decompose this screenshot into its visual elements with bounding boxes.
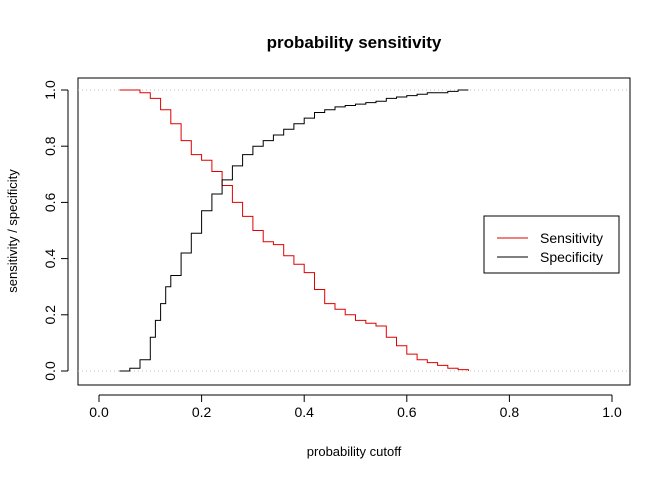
- x-axis: 0.0 0.2 0.4 0.6 0.8 1.0: [89, 394, 622, 420]
- y-tick-label: 0.6: [42, 192, 58, 212]
- y-tick-label: 0.2: [42, 305, 58, 325]
- y-tick-label: 0.0: [42, 361, 58, 381]
- plot-frame: [77, 77, 631, 386]
- reference-lines: [78, 89, 630, 372]
- x-tick-label: 0.6: [397, 404, 417, 420]
- legend-box: [483, 215, 620, 274]
- series-lines: [119, 89, 469, 372]
- series-line-sensitivity: [119, 89, 469, 371]
- x-axis-label: probability cutoff: [307, 444, 402, 459]
- x-tick-label: 0.2: [192, 404, 212, 420]
- chart-title: probability sensitivity: [267, 33, 442, 52]
- legend: Sensitivity Specificity: [483, 215, 620, 274]
- legend-label-specificity: Specificity: [540, 249, 603, 265]
- x-tick-label: 0.0: [89, 404, 109, 420]
- y-axis: 0.0 0.2 0.4 0.6 0.8 1.0: [42, 80, 69, 381]
- y-tick-label: 0.4: [42, 249, 58, 269]
- legend-label-sensitivity: Sensitivity: [540, 230, 603, 246]
- x-tick-label: 0.8: [500, 404, 520, 420]
- x-tick-label: 1.0: [602, 404, 622, 420]
- y-tick-label: 1.0: [42, 80, 58, 100]
- y-axis-label: sensitivity / specificity: [5, 169, 20, 293]
- x-tick-label: 0.4: [294, 404, 314, 420]
- series-line-specificity: [119, 89, 469, 372]
- y-tick-label: 0.8: [42, 136, 58, 156]
